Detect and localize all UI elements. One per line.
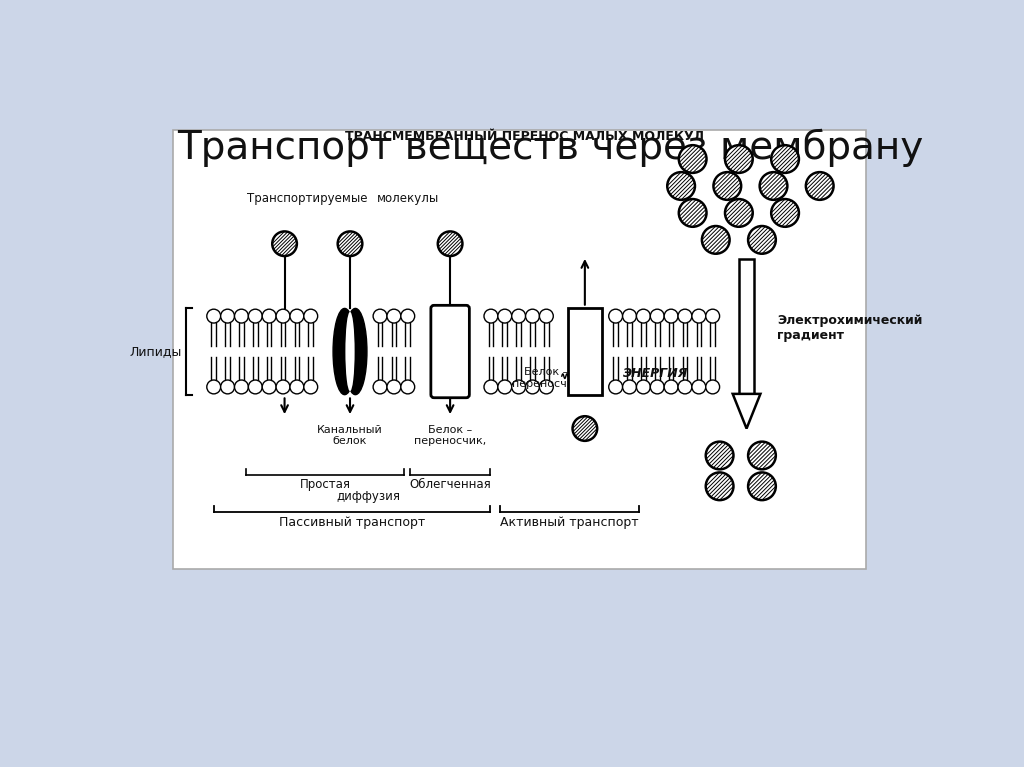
FancyBboxPatch shape bbox=[431, 305, 469, 398]
Circle shape bbox=[692, 380, 706, 394]
Circle shape bbox=[637, 380, 650, 394]
Circle shape bbox=[338, 232, 362, 256]
Text: Канальный
белок: Канальный белок bbox=[317, 425, 383, 446]
Circle shape bbox=[706, 442, 733, 469]
Circle shape bbox=[234, 309, 249, 323]
Circle shape bbox=[749, 442, 776, 469]
Circle shape bbox=[304, 309, 317, 323]
Circle shape bbox=[623, 309, 637, 323]
Circle shape bbox=[262, 309, 276, 323]
Circle shape bbox=[701, 226, 730, 254]
Circle shape bbox=[262, 380, 276, 394]
Circle shape bbox=[678, 309, 692, 323]
Circle shape bbox=[806, 172, 834, 200]
Circle shape bbox=[749, 226, 776, 254]
Circle shape bbox=[725, 145, 753, 173]
Text: Транспорт веществ через мембрану: Транспорт веществ через мембрану bbox=[177, 128, 923, 166]
Circle shape bbox=[679, 199, 707, 227]
Circle shape bbox=[249, 380, 262, 394]
Circle shape bbox=[706, 472, 733, 500]
Ellipse shape bbox=[333, 308, 356, 395]
Circle shape bbox=[665, 309, 678, 323]
Text: диффузия: диффузия bbox=[336, 490, 400, 503]
Circle shape bbox=[220, 380, 234, 394]
Circle shape bbox=[276, 380, 290, 394]
Circle shape bbox=[678, 380, 692, 394]
Circle shape bbox=[771, 199, 799, 227]
Circle shape bbox=[498, 380, 512, 394]
Text: ТРАНСМЕМБРАННЫЙ ПЕРЕНОС МАЛЫХ МОЛЕКУЛ: ТРАНСМЕМБРАННЫЙ ПЕРЕНОС МАЛЫХ МОЛЕКУЛ bbox=[345, 130, 705, 143]
Text: Транспортируемые: Транспортируемые bbox=[248, 193, 368, 206]
Circle shape bbox=[387, 309, 400, 323]
Text: Активный транспорт: Активный транспорт bbox=[500, 515, 639, 528]
Circle shape bbox=[540, 380, 553, 394]
Circle shape bbox=[207, 309, 220, 323]
Text: ЭНЕРГИЯ: ЭНЕРГИЯ bbox=[624, 367, 689, 380]
Text: Белок –
переносчик,: Белок – переносчик, bbox=[414, 425, 486, 446]
Circle shape bbox=[438, 232, 463, 256]
Bar bbox=[173, 130, 866, 568]
Circle shape bbox=[525, 380, 540, 394]
Circle shape bbox=[749, 472, 776, 500]
Circle shape bbox=[572, 416, 597, 441]
Ellipse shape bbox=[344, 308, 367, 395]
Circle shape bbox=[623, 380, 637, 394]
Text: Липиды: Липиды bbox=[130, 345, 182, 358]
Text: Белок –
переносчик: Белок – переносчик bbox=[512, 367, 581, 389]
Circle shape bbox=[608, 380, 623, 394]
Circle shape bbox=[276, 309, 290, 323]
Circle shape bbox=[760, 172, 787, 200]
Circle shape bbox=[207, 380, 220, 394]
Circle shape bbox=[400, 309, 415, 323]
Circle shape bbox=[249, 309, 262, 323]
Circle shape bbox=[525, 309, 540, 323]
Circle shape bbox=[234, 380, 249, 394]
Circle shape bbox=[665, 380, 678, 394]
Text: молекулы: молекулы bbox=[377, 193, 439, 206]
Circle shape bbox=[373, 380, 387, 394]
Circle shape bbox=[512, 380, 525, 394]
Bar bbox=[739, 259, 755, 394]
Ellipse shape bbox=[345, 312, 354, 391]
Circle shape bbox=[373, 309, 387, 323]
Circle shape bbox=[650, 380, 665, 394]
Circle shape bbox=[692, 309, 706, 323]
Circle shape bbox=[714, 172, 741, 200]
Circle shape bbox=[668, 172, 695, 200]
Circle shape bbox=[290, 380, 304, 394]
Circle shape bbox=[650, 309, 665, 323]
Text: Простая: Простая bbox=[299, 478, 350, 491]
Circle shape bbox=[679, 145, 707, 173]
Circle shape bbox=[637, 309, 650, 323]
Circle shape bbox=[304, 380, 317, 394]
Circle shape bbox=[608, 309, 623, 323]
FancyBboxPatch shape bbox=[568, 308, 602, 395]
Polygon shape bbox=[733, 394, 761, 429]
Circle shape bbox=[290, 309, 304, 323]
Circle shape bbox=[706, 309, 720, 323]
Circle shape bbox=[272, 232, 297, 256]
Circle shape bbox=[484, 309, 498, 323]
Circle shape bbox=[512, 309, 525, 323]
Text: Электрохимический
градиент: Электрохимический градиент bbox=[777, 314, 923, 342]
Circle shape bbox=[484, 380, 498, 394]
Circle shape bbox=[540, 309, 553, 323]
Circle shape bbox=[725, 199, 753, 227]
Text: Облегченная: Облегченная bbox=[410, 478, 490, 491]
Circle shape bbox=[387, 380, 400, 394]
Circle shape bbox=[220, 309, 234, 323]
Text: Пассивный транспорт: Пассивный транспорт bbox=[279, 515, 425, 528]
Circle shape bbox=[771, 145, 799, 173]
Circle shape bbox=[498, 309, 512, 323]
Circle shape bbox=[706, 380, 720, 394]
Circle shape bbox=[400, 380, 415, 394]
